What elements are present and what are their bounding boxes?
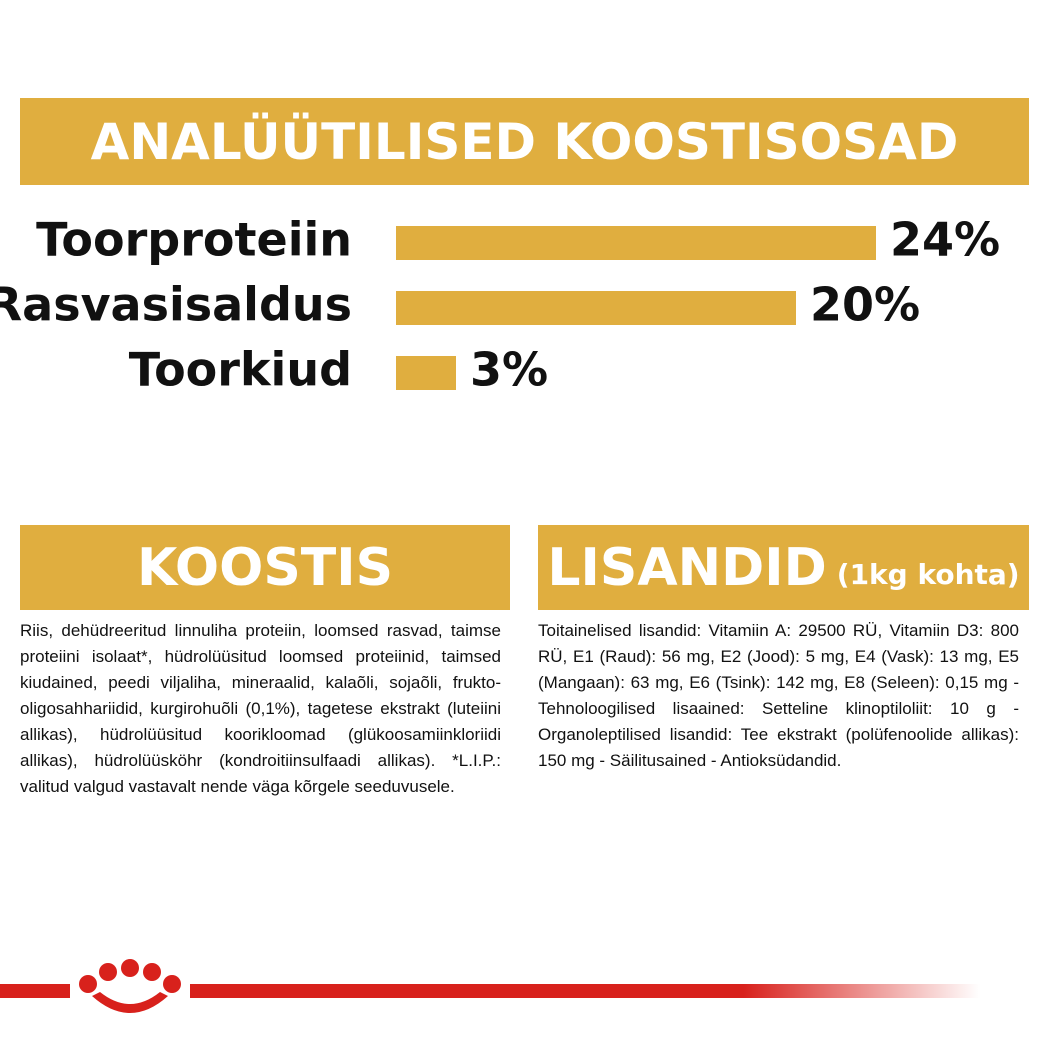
value-label: 20% <box>810 278 920 332</box>
section-header: LISANDID (1kg kohta) <box>538 525 1029 610</box>
category-label: Rasvasisaldus <box>0 278 352 332</box>
category-label: Toorkiud <box>129 343 352 397</box>
section-note: (1kg kohta) <box>836 558 1020 591</box>
logo <box>79 959 181 1013</box>
value-label: 24% <box>890 213 1000 267</box>
section-title: LISANDID <box>547 537 827 598</box>
additives-text: Toitainelised lisandid: Vitamiin A: 2950… <box>538 621 1019 770</box>
bar <box>396 356 456 390</box>
category-label: Toorproteiin <box>36 213 352 267</box>
chart-title: ANALÜÜTILISED KOOSTISOSAD <box>20 98 1029 185</box>
value-label: 3% <box>470 343 548 397</box>
bar <box>396 291 796 325</box>
bar <box>396 226 876 260</box>
section-title: KOOSTIS <box>20 525 510 610</box>
ingredients-text: Riis, dehüdreeritud linnuliha proteiin, … <box>20 621 501 796</box>
brand-line <box>190 984 980 998</box>
brand-line <box>0 984 70 998</box>
